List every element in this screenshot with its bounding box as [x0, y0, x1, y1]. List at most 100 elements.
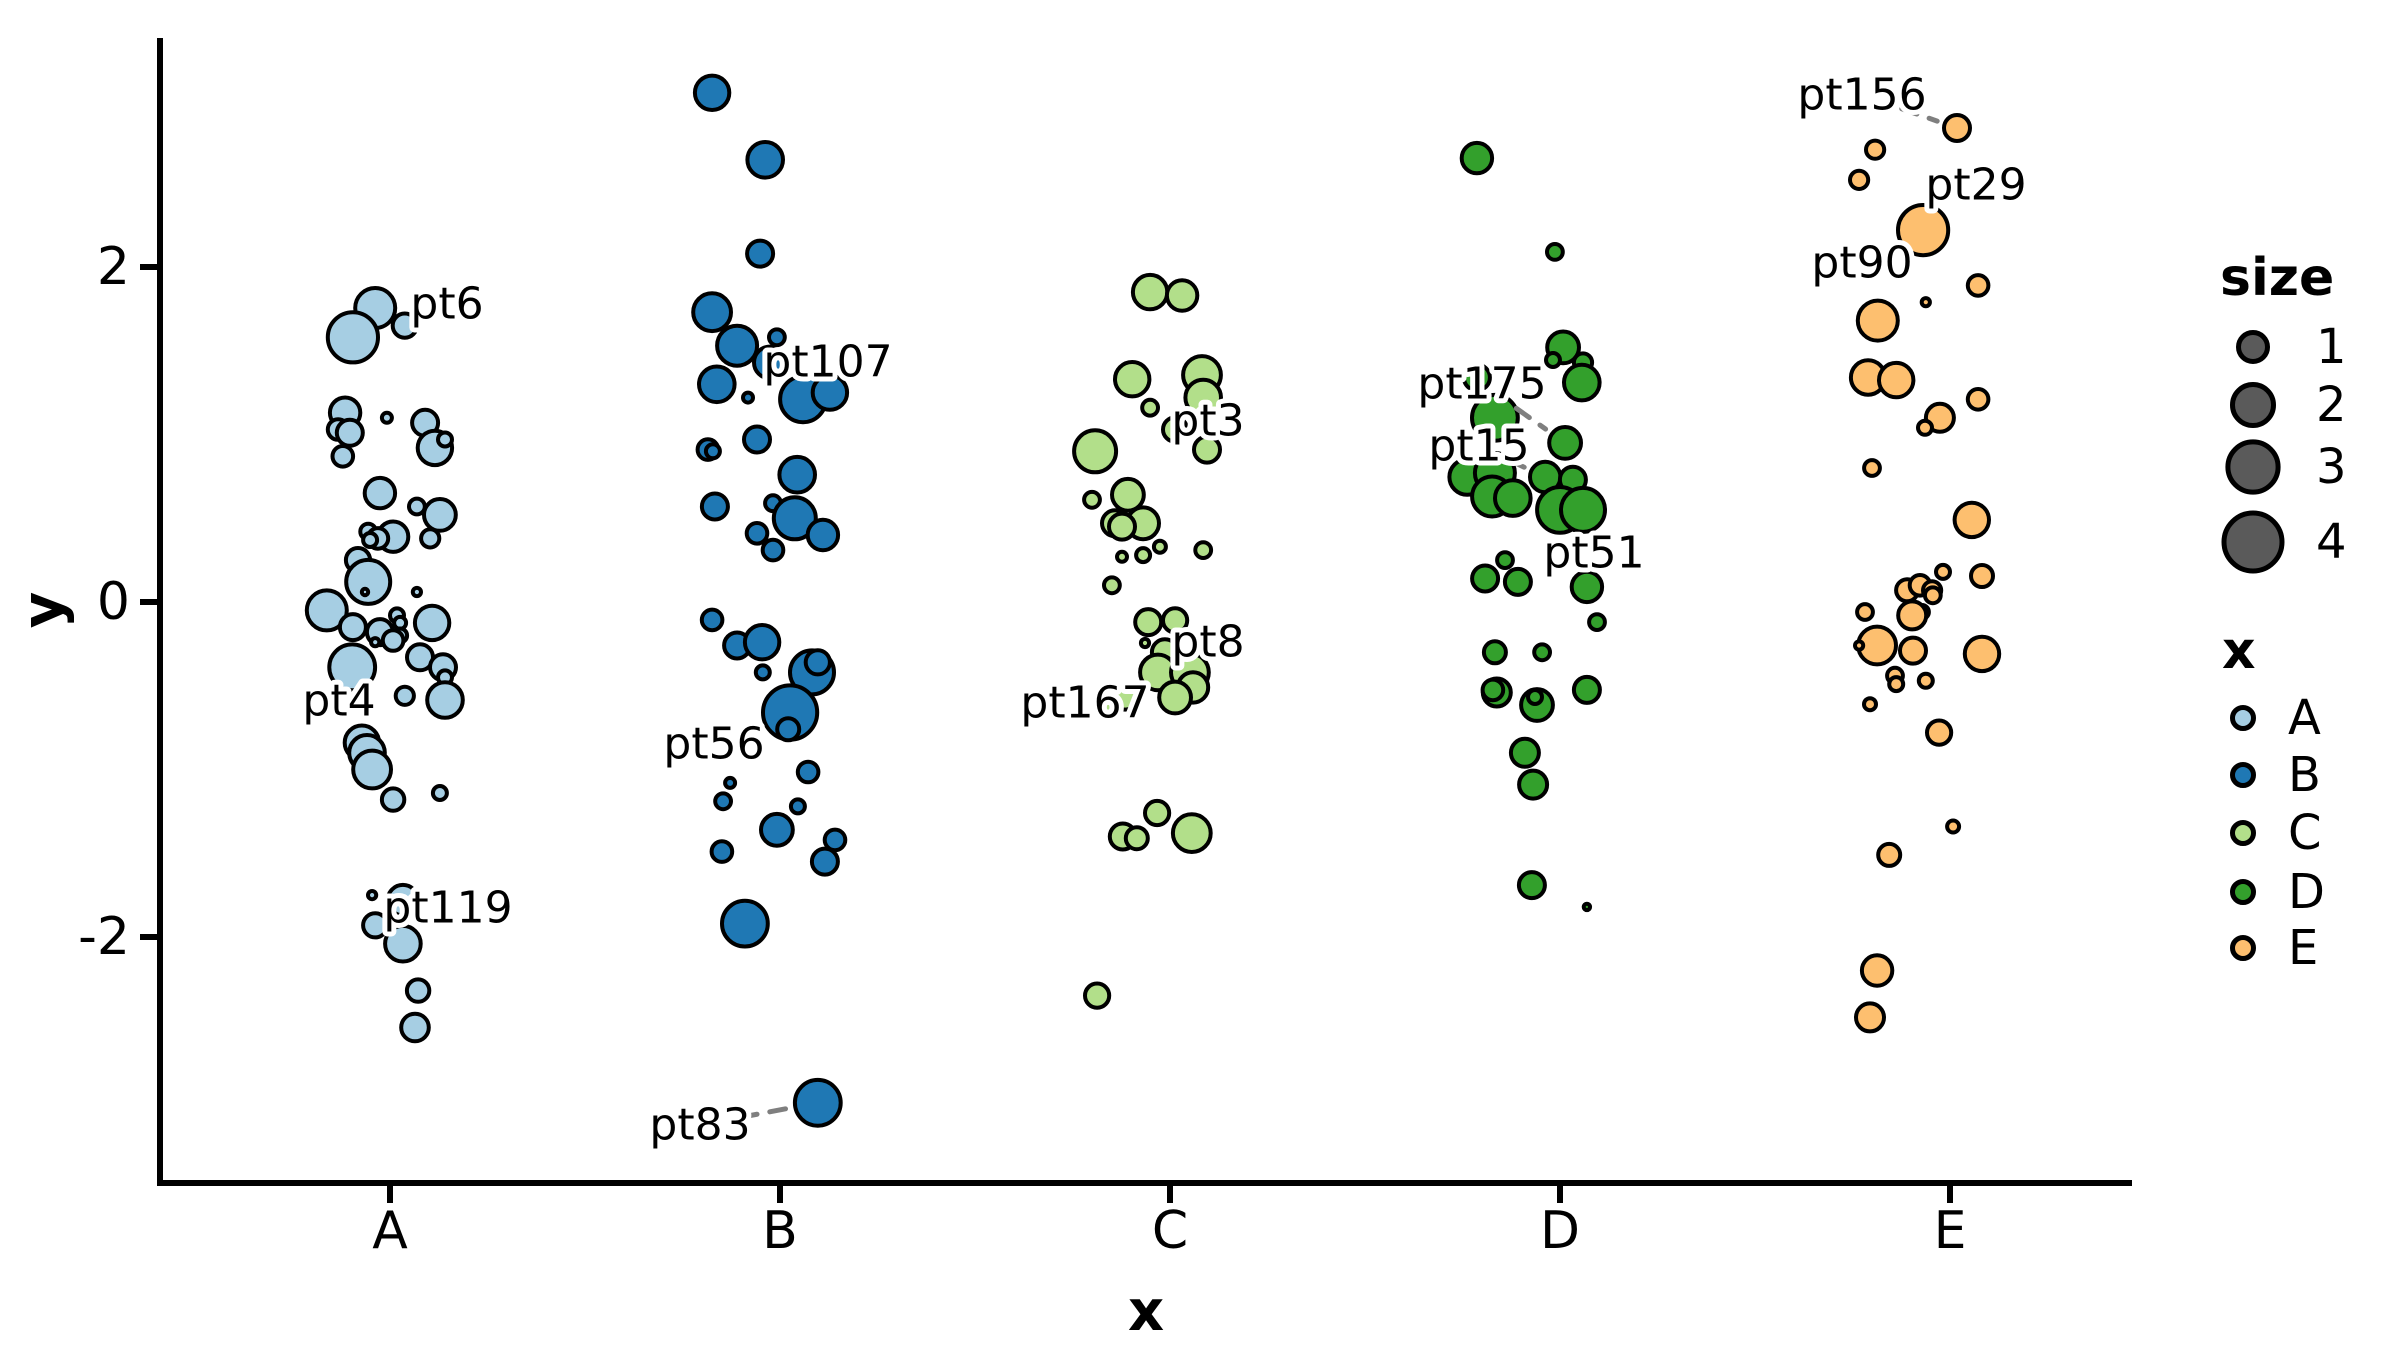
x-tick-label-A: A: [372, 1201, 408, 1261]
series-A: [304, 286, 465, 1044]
data-point-A: [436, 430, 454, 449]
data-points-layer: [304, 73, 2002, 1128]
data-point-C: [1107, 511, 1137, 542]
data-point-A: [430, 784, 449, 802]
size-legend-label-4: 4: [2316, 514, 2347, 570]
data-point-C: [1110, 476, 1146, 513]
data-point-B: [745, 238, 776, 269]
data-point-B: [788, 797, 807, 816]
point-label-pt167: pt167: [1020, 678, 1149, 729]
data-point-A: [344, 557, 393, 606]
x-tick-label-E: E: [1934, 1201, 1967, 1261]
data-point-E: [1945, 818, 1962, 835]
data-point-C: [1164, 278, 1200, 313]
point-label-pt51: pt51: [1543, 528, 1644, 579]
label-leader-line: [750, 723, 761, 731]
data-point-A: [337, 612, 368, 643]
point-label-pt29: pt29: [1925, 160, 2026, 211]
point-label-pt119: pt119: [383, 883, 512, 934]
data-point-E: [1916, 418, 1934, 437]
data-point-B: [777, 454, 818, 495]
data-point-D: [1559, 485, 1607, 534]
data-point-B: [713, 791, 733, 812]
data-point-B: [771, 495, 818, 542]
point-label-pt3: pt3: [1171, 396, 1244, 447]
data-point-A: [399, 1011, 431, 1044]
data-point-C: [1115, 549, 1129, 564]
color-legend-swatch-C: [2230, 820, 2256, 846]
data-point-B: [810, 373, 850, 412]
data-point-D: [1517, 768, 1550, 801]
data-point-D: [1470, 563, 1501, 594]
color-legend-label-A: A: [2288, 690, 2321, 746]
data-point-C: [1151, 538, 1168, 555]
data-point-C: [1140, 397, 1160, 418]
data-point-C: [1102, 575, 1122, 596]
data-point-E: [1922, 585, 1943, 606]
data-point-E: [1855, 602, 1875, 622]
size-legend-swatch-1: [2236, 330, 2270, 364]
point-label-pt4: pt4: [302, 676, 375, 727]
data-point-E: [1942, 113, 1972, 143]
data-point-C: [1082, 489, 1102, 510]
size-legend-title: size: [2220, 248, 2334, 308]
x-axis-title: x: [1128, 1279, 1164, 1344]
data-point-B: [767, 327, 787, 348]
y-tick-label: 2: [97, 237, 130, 297]
data-point-B: [699, 491, 730, 522]
data-point-B: [741, 390, 755, 405]
data-point-B: [759, 811, 795, 848]
x-axis-ticks: A B C D E: [372, 1183, 1966, 1261]
data-point-A: [410, 585, 423, 599]
data-point-E: [1898, 635, 1928, 666]
data-point-C: [1130, 272, 1170, 312]
data-point-C: [1083, 981, 1112, 1010]
data-point-A: [390, 311, 419, 340]
point-label-pt8: pt8: [1171, 617, 1244, 668]
data-point-D: [1502, 566, 1533, 597]
data-point-A: [366, 889, 379, 902]
label-leader-line: [1899, 106, 1940, 124]
data-point-E: [1848, 168, 1871, 191]
point-label-pt90: pt90: [1811, 238, 1912, 289]
x-tick-label-D: D: [1540, 1201, 1580, 1261]
y-axis-title: y: [11, 592, 76, 629]
series-E: [1848, 113, 2002, 1034]
data-point-E: [1934, 562, 1952, 581]
x-tick-label-C: C: [1152, 1201, 1188, 1261]
data-point-E: [1916, 671, 1935, 690]
axes-layer: 2 0 -2 A B C D E x y: [11, 38, 2132, 1344]
data-point-C: [1193, 540, 1214, 560]
data-point-A: [327, 642, 378, 693]
data-point-A: [379, 410, 394, 425]
data-point-B: [753, 663, 772, 682]
data-point-C: [1133, 607, 1164, 638]
data-point-D: [1526, 688, 1544, 706]
data-point-E: [1862, 458, 1882, 478]
data-point-C: [1134, 546, 1153, 565]
series-D: [1447, 140, 1607, 913]
x-tick-label-B: B: [762, 1201, 798, 1261]
data-point-D: [1508, 736, 1541, 769]
label-leader-line: [738, 1106, 790, 1120]
size-legend-swatch-4: [2221, 510, 2285, 574]
data-point-D: [1532, 642, 1552, 663]
data-point-A: [362, 475, 398, 511]
data-point-E: [1887, 675, 1906, 694]
data-point-D: [1581, 901, 1593, 913]
color-legend-label-E: E: [2288, 920, 2318, 976]
point-label-pt15: pt15: [1428, 421, 1529, 472]
data-point-D: [1495, 550, 1515, 570]
data-point-B: [715, 323, 760, 368]
y-tick-label: -2: [78, 907, 130, 967]
data-point-D: [1459, 140, 1495, 176]
data-point-E: [1853, 639, 1866, 652]
data-point-C: [1143, 798, 1172, 828]
data-point-E: [1925, 718, 1954, 747]
data-point-B: [775, 716, 802, 743]
data-point-E: [1965, 387, 1991, 412]
data-point-C: [1098, 695, 1118, 715]
color-legend-swatch-B: [2230, 762, 2256, 788]
